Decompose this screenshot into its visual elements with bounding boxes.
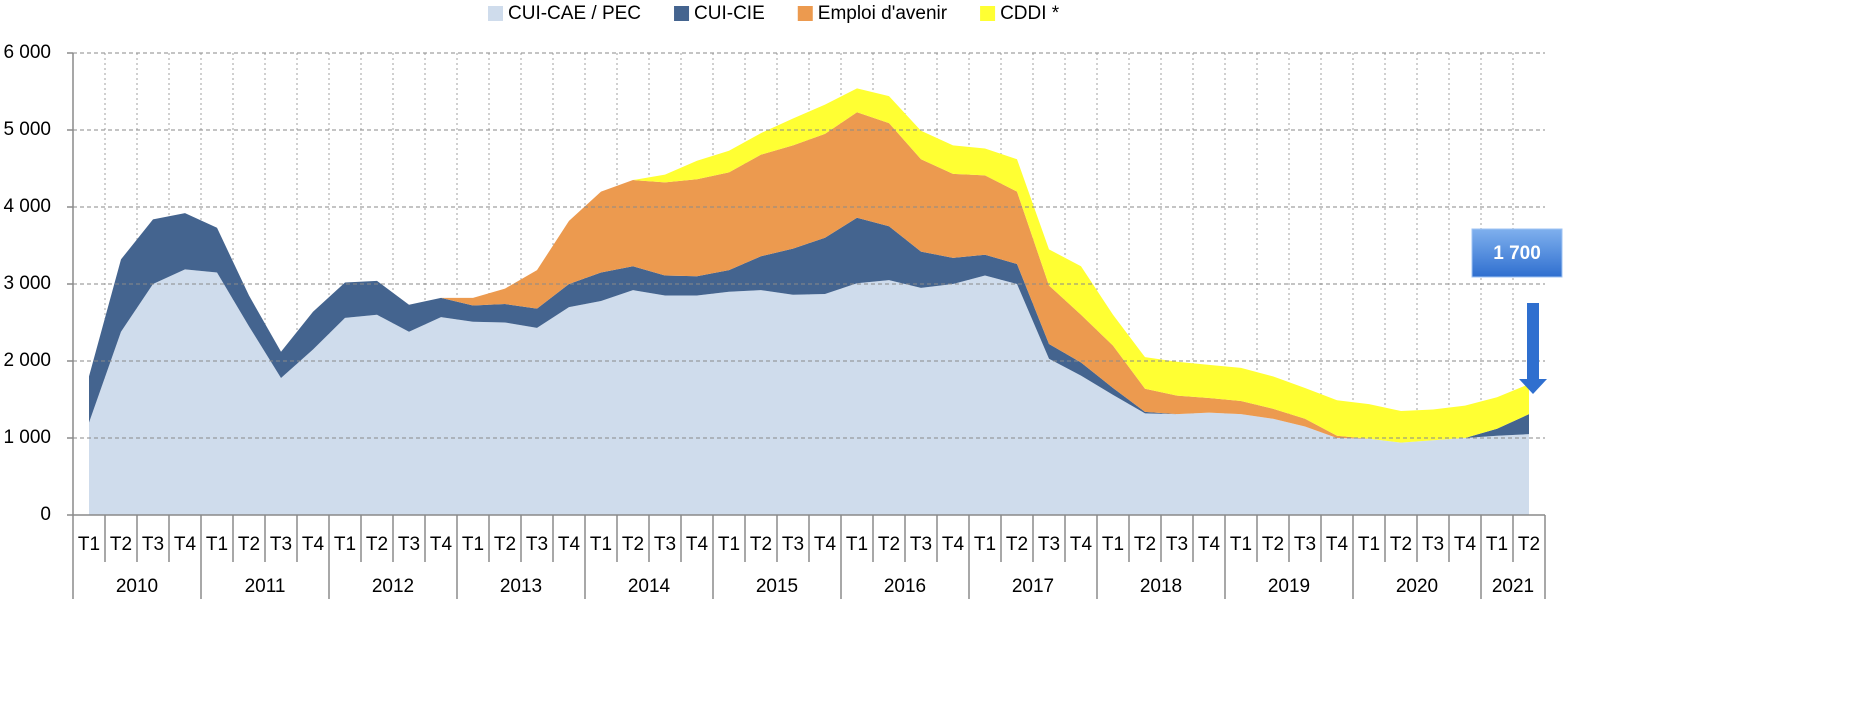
year-label: 2016 [884,576,926,597]
x-tick-label: T4 [1198,534,1221,555]
x-tick-label: T4 [942,534,965,555]
x-tick-label: T3 [142,534,164,555]
y-tick-label: 0 [40,504,51,525]
year-label: 2010 [116,576,158,597]
x-tick-label: T3 [1166,534,1188,555]
y-tick-label: 6 000 [3,42,51,63]
area [89,112,1529,443]
annotation: 1 700 [1471,228,1563,394]
x-tick-label: T1 [1358,534,1380,555]
x-tick-label: T1 [1486,534,1508,555]
year-label: 2011 [245,576,286,597]
y-tick-label: 4 000 [3,196,51,217]
x-tick-label: T4 [430,534,453,555]
legend-label: CUI-CAE / PEC [508,3,641,24]
annotation-label: 1 700 [1493,243,1541,264]
legend: CUI-CAE / PEC CUI-CIE Emploi d'avenir CDDI … [488,3,1060,24]
year-label: 2020 [1396,576,1438,597]
legend-label: Emploi d'avenir [818,3,948,24]
x-tick-label: T1 [846,534,868,555]
year-label: 2013 [500,576,542,597]
x-tick-label: T2 [366,534,388,555]
x-tick-label: T1 [590,534,612,555]
x-tick-label: T1 [78,534,100,555]
year-label: 2021 [1492,576,1534,597]
x-tick-label: T2 [750,534,772,555]
x-tick-label: T1 [462,534,484,555]
legend-label: CUI-CIE [694,3,765,24]
x-tick-label: T4 [1070,534,1093,555]
x-tick-label: T4 [686,534,709,555]
x-tick-label: T2 [1518,534,1540,555]
annotation-arrow-head [1519,379,1547,394]
year-label: 2017 [1012,576,1054,597]
x-tick-label: T4 [1326,534,1349,555]
x-tick-label: T3 [910,534,932,555]
x-tick-label: T4 [1454,534,1477,555]
legend-swatch [797,6,813,21]
x-tick-label: T1 [206,534,228,555]
x-tick-label: T3 [1038,534,1060,555]
x-tick-label: T1 [334,534,356,555]
annotation-box [1471,228,1563,278]
year-label: 2012 [372,576,414,597]
x-tick-label: T3 [398,534,420,555]
legend-swatch [674,6,690,21]
year-label: 2014 [628,576,671,597]
y-tick-label: 2 000 [3,350,51,371]
x-tick-label: T2 [1134,534,1156,555]
x-tick-label: T4 [814,534,837,555]
area [89,213,1529,443]
year-label: 2019 [1268,576,1310,597]
x-tick-label: T2 [110,534,132,555]
x-tick-label: T1 [1230,534,1252,555]
x-tick-label: T4 [174,534,197,555]
x-tick-label: T4 [302,534,325,555]
x-tick-label: T2 [622,534,644,555]
x-tick-label: T2 [238,534,260,555]
x-tick-label: T3 [270,534,292,555]
x-tick-label: T2 [494,534,516,555]
x-tick-label: T2 [1006,534,1028,555]
x-tick-label: T3 [526,534,548,555]
annotation-arrow-shaft [1527,303,1539,379]
x-tick-label: T3 [1422,534,1444,555]
legend-swatch [488,6,503,21]
x-tick-label: T2 [878,534,900,555]
x-tick-label: T1 [1102,534,1124,555]
x-tick-label: T4 [558,534,581,555]
x-tick-label: T3 [1294,534,1316,555]
y-tick-label: 1 000 [3,427,51,448]
year-label: 2018 [1140,576,1182,597]
x-tick-label: T3 [654,534,676,555]
y-tick-label: 5 000 [3,119,51,140]
x-tick-label: T3 [782,534,804,555]
area [89,269,1529,515]
y-tick-label: 3 000 [3,273,51,294]
legend-label: CDDI * [1000,3,1060,24]
x-tick-label: T2 [1262,534,1284,555]
x-tick-label: T2 [1390,534,1412,555]
x-tick-label: T1 [718,534,740,555]
year-label: 2015 [756,576,798,597]
legend-swatch [980,6,996,21]
x-tick-label: T1 [974,534,996,555]
